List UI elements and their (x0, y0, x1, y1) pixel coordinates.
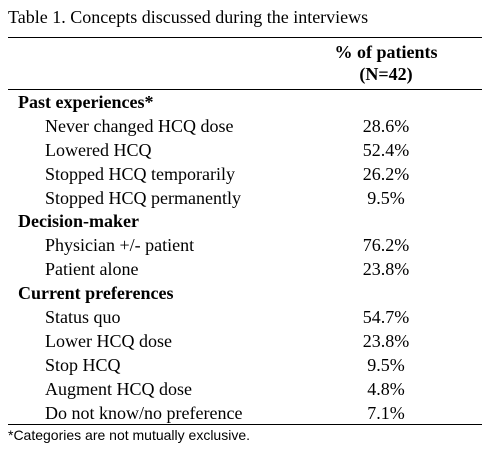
table-row: Never changed HCQ dose 28.6% (8, 115, 482, 139)
row-value: 7.1% (367, 402, 405, 423)
table-top-rule (8, 37, 482, 38)
table-row: Lowered HCQ 52.4% (8, 139, 482, 163)
row-label: Lowered HCQ (45, 139, 152, 160)
column-header-line-2: (N=42) (359, 64, 413, 84)
row-label: Physician +/- patient (45, 235, 195, 256)
row-value: 28.6% (362, 115, 410, 136)
section-row-decision-maker: Decision-maker (8, 210, 482, 234)
column-header-line-1: % of patients (334, 42, 438, 62)
row-value: 9.5% (367, 187, 405, 208)
table-row: Physician +/- patient 76.2% (8, 234, 482, 258)
row-label: Augment HCQ dose (45, 378, 192, 399)
row-label: Never changed HCQ dose (45, 115, 234, 136)
row-label: Past experiences* (18, 92, 154, 112)
table-row: Stopped HCQ temporarily 26.2% (8, 163, 482, 187)
row-value: 54.7% (362, 307, 410, 328)
row-label: Status quo (45, 307, 121, 328)
row-value: 9.5% (367, 354, 405, 375)
table-row: Stopped HCQ permanently 9.5% (8, 187, 482, 211)
row-value: 52.4% (362, 139, 410, 160)
table-row: Status quo 54.7% (8, 306, 482, 330)
table-row: Patient alone 23.8% (8, 258, 482, 282)
row-value: 76.2% (362, 235, 410, 256)
table-caption: Table 1. Concepts discussed during the i… (8, 7, 369, 27)
table-footnote: *Categories are not mutually exclusive. (8, 427, 251, 443)
row-label: Do not know/no preference (45, 402, 243, 423)
row-label: Current preferences (18, 283, 174, 304)
row-label: Lower HCQ dose (45, 330, 172, 351)
table-row: Do not know/no preference 7.1% (8, 402, 482, 426)
section-row-current-preferences: Current preferences (8, 282, 482, 306)
row-value: 4.8% (367, 378, 405, 399)
row-value: 23.8% (362, 259, 410, 280)
row-value: 23.8% (362, 330, 410, 351)
row-value: 26.2% (362, 163, 410, 184)
section-row-past-experiences: Past experiences* (8, 91, 482, 115)
row-label: Decision-maker (18, 211, 139, 232)
table-bottom-rule (8, 424, 482, 425)
row-label: Patient alone (45, 259, 139, 280)
table-row: Stop HCQ 9.5% (8, 354, 482, 378)
row-label: Stop HCQ (45, 354, 121, 375)
row-label: Stopped HCQ temporarily (45, 163, 235, 184)
row-label: Stopped HCQ permanently (45, 187, 241, 208)
table-row: Augment HCQ dose 4.8% (8, 378, 482, 402)
table-row: Lower HCQ dose 23.8% (8, 330, 482, 354)
column-header-percent-patients: % of patients (N=42) (306, 41, 466, 85)
table-body: Past experiences* Never changed HCQ dose… (8, 91, 482, 425)
table-header-rule (8, 89, 482, 90)
